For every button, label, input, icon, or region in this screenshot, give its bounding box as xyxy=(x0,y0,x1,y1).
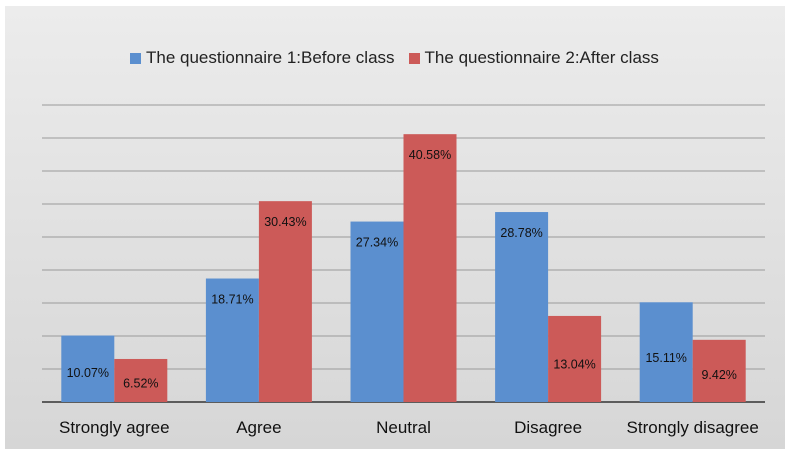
data-label: 18.71% xyxy=(211,293,253,307)
bar-before xyxy=(350,221,404,402)
bar-before xyxy=(495,212,549,402)
legend-label-after: The questionnaire 2:After class xyxy=(424,48,659,67)
data-label: 10.07% xyxy=(67,366,109,380)
data-label: 6.52% xyxy=(123,377,158,391)
bar-before xyxy=(61,335,115,402)
category-label: Agree xyxy=(236,418,281,437)
bar-after xyxy=(548,315,602,402)
data-label: 28.78% xyxy=(500,226,542,240)
bar-before xyxy=(205,278,259,402)
data-label: 30.43% xyxy=(264,215,306,229)
bar-after xyxy=(692,339,746,402)
legend-swatch-after xyxy=(408,52,420,64)
legend-item-after: The questionnaire 2:After class xyxy=(408,48,659,68)
data-label: 13.04% xyxy=(553,357,595,371)
data-labels: 10.07% 6.52% 18.71% 30.43% 27.34% 40.58% 28.78… xyxy=(67,148,737,390)
bar-before xyxy=(639,302,693,402)
bar-after xyxy=(114,358,168,402)
legend-item-before: The questionnaire 1:Before class xyxy=(130,48,395,68)
legend: The questionnaire 1:Before class The que… xyxy=(130,48,673,68)
category-label: Disagree xyxy=(514,418,582,437)
category-label: Strongly agree xyxy=(59,418,170,437)
legend-swatch-before xyxy=(130,52,141,64)
bar-after xyxy=(258,201,312,402)
category-label: Neutral xyxy=(376,418,431,437)
category-label: Strongly disagree xyxy=(627,418,759,437)
legend-label-before: The questionnaire 1:Before class xyxy=(146,48,395,67)
category-labels: Strongly agree Agree Neutral Disagree Strong… xyxy=(59,418,759,437)
bars xyxy=(61,134,746,402)
data-label: 40.58% xyxy=(409,148,451,162)
data-label: 15.11% xyxy=(645,351,686,365)
data-label: 27.34% xyxy=(356,236,398,250)
data-label: 9.42% xyxy=(701,368,736,382)
bar-after xyxy=(403,134,457,402)
